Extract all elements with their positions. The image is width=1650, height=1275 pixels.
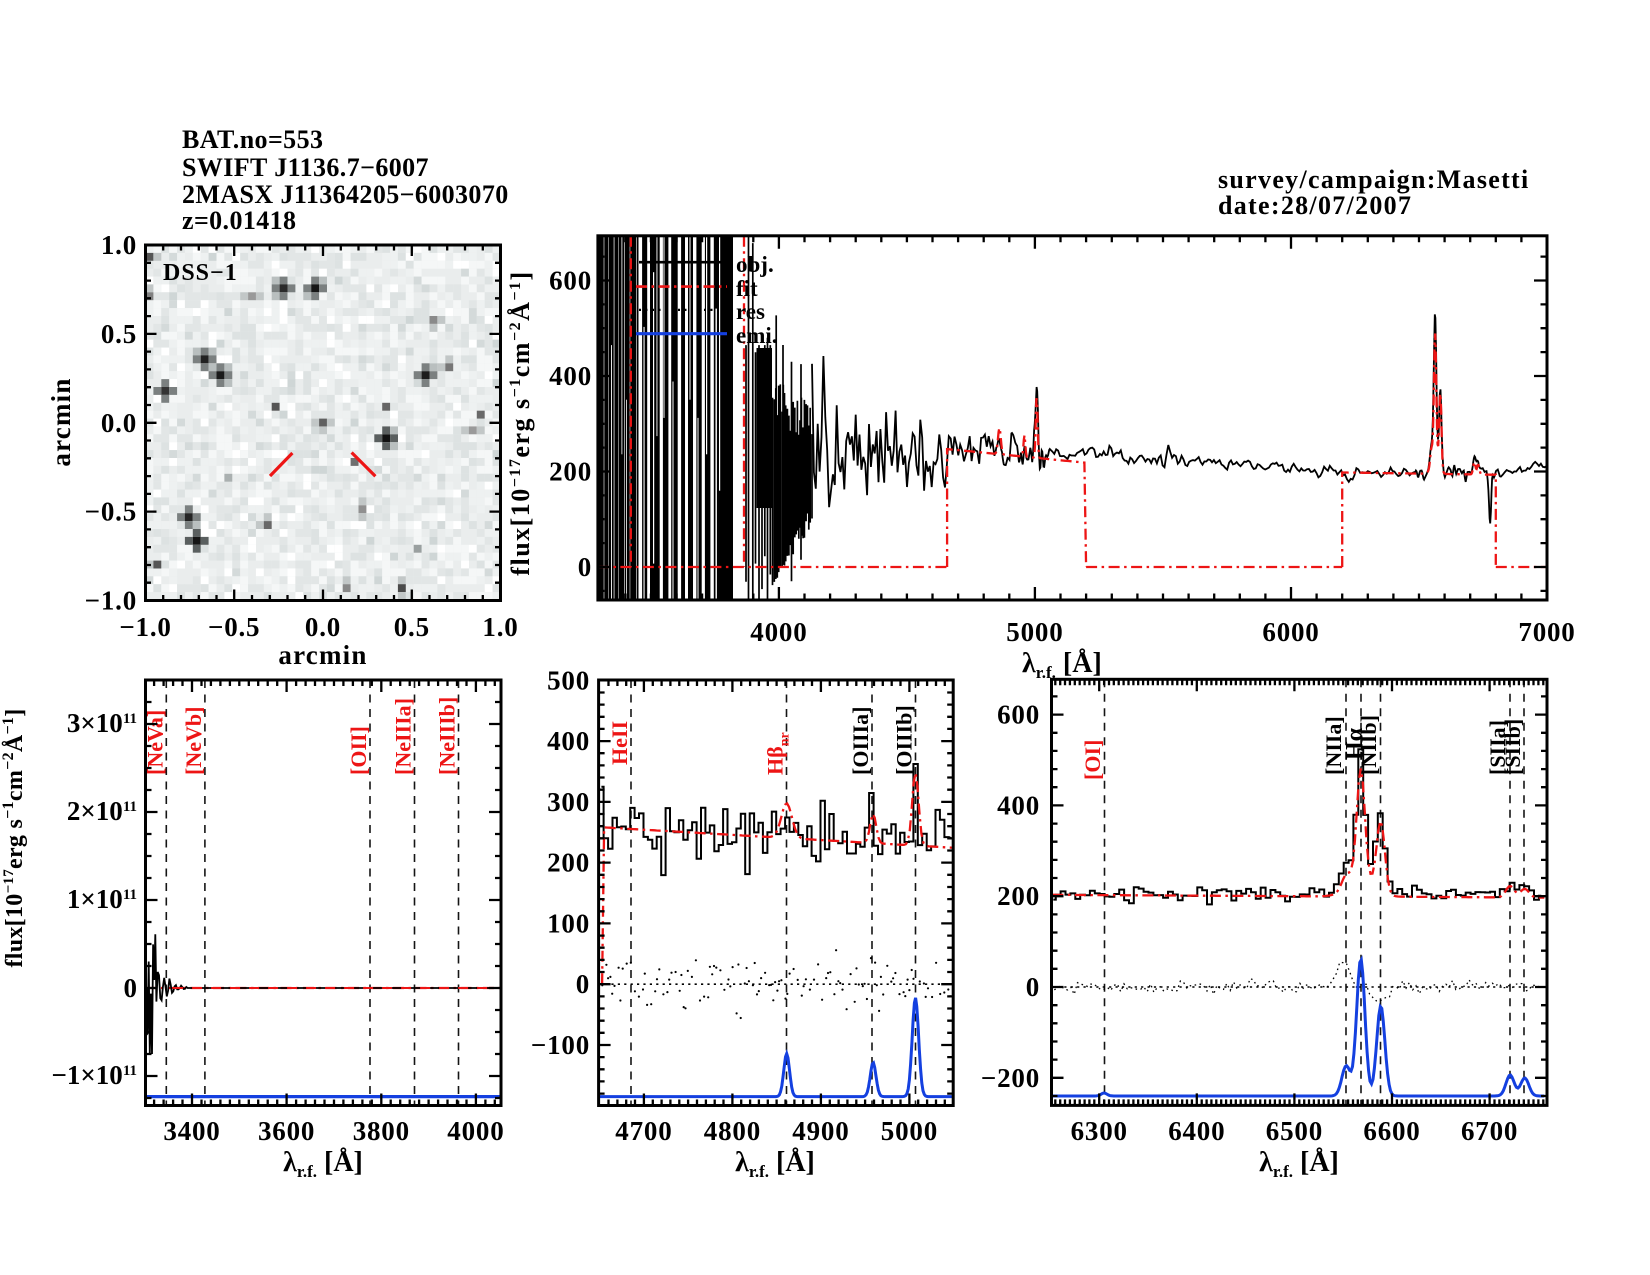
svg-text:[OIIIb]: [OIIIb]: [892, 705, 917, 775]
svg-text:400: 400: [547, 726, 590, 756]
svg-text:−1.0: −1.0: [119, 612, 171, 642]
svg-text:BAT.no=553: BAT.no=553: [182, 125, 323, 154]
svg-text:−0.5: −0.5: [208, 612, 260, 642]
svg-text:−1×1011: −1×1011: [52, 1060, 137, 1090]
svg-text:200: 200: [549, 457, 592, 487]
svg-text:0.5: 0.5: [101, 319, 137, 349]
svg-text:fit: fit: [736, 276, 758, 301]
svg-text:[OII]: [OII]: [346, 726, 371, 775]
svg-text:[NeIIIb]: [NeIIIb]: [435, 697, 460, 775]
svg-text:λr.f. [Å]: λr.f. [Å]: [1259, 1147, 1339, 1181]
svg-text:[SIIb]: [SIIb]: [1500, 719, 1525, 775]
svg-text:6300: 6300: [1071, 1116, 1128, 1146]
svg-text:−0.5: −0.5: [85, 497, 137, 527]
svg-text:600: 600: [549, 266, 592, 296]
svg-text:HeII: HeII: [607, 721, 632, 765]
svg-text:[OIIIa]: [OIIIa]: [848, 707, 873, 775]
svg-text:λr.f. [Å]: λr.f. [Å]: [1022, 648, 1102, 682]
svg-text:0: 0: [576, 969, 590, 999]
svg-text:2MASX J11364205−6003070: 2MASX J11364205−6003070: [182, 180, 509, 209]
svg-text:4000: 4000: [447, 1116, 504, 1146]
svg-text:1.0: 1.0: [482, 612, 518, 642]
svg-text:Hβnr: Hβnr: [763, 732, 793, 775]
svg-text:res: res: [736, 299, 765, 324]
svg-text:6000: 6000: [1262, 617, 1319, 647]
svg-text:[SIIa]: [SIIa]: [1485, 720, 1510, 775]
svg-text:7000: 7000: [1518, 617, 1575, 647]
svg-text:[OI]: [OI]: [1080, 740, 1105, 780]
svg-text:DSS−1: DSS−1: [163, 260, 238, 286]
svg-text:[NeVb]: [NeVb]: [181, 707, 206, 775]
svg-text:4700: 4700: [615, 1116, 672, 1146]
svg-text:2×1011: 2×1011: [67, 796, 137, 826]
svg-text:−100: −100: [531, 1030, 590, 1060]
svg-text:1.0: 1.0: [101, 230, 137, 260]
svg-text:300: 300: [547, 787, 590, 817]
svg-text:5000: 5000: [881, 1116, 938, 1146]
svg-text:4000: 4000: [750, 617, 807, 647]
svg-text:3×1011: 3×1011: [67, 708, 137, 738]
svg-text:flux[10−17erg s−1cm−2Å−1]: flux[10−17erg s−1cm−2Å−1]: [0, 708, 28, 967]
svg-text:6400: 6400: [1168, 1116, 1225, 1146]
svg-text:arcmin: arcmin: [46, 377, 76, 466]
svg-text:400: 400: [549, 361, 592, 391]
svg-text:−200: −200: [981, 1063, 1040, 1093]
svg-text:100: 100: [547, 908, 590, 938]
svg-text:3400: 3400: [163, 1116, 220, 1146]
svg-text:6700: 6700: [1461, 1116, 1518, 1146]
svg-text:arcmin: arcmin: [278, 640, 367, 670]
svg-text:flux[10−17erg s−1cm−2Å−1]: flux[10−17erg s−1cm−2Å−1]: [506, 270, 535, 575]
svg-text:0: 0: [1026, 972, 1040, 1002]
svg-text:emi.: emi.: [736, 323, 778, 348]
svg-text:0.0: 0.0: [101, 408, 137, 438]
svg-text:500: 500: [547, 665, 590, 695]
svg-text:3800: 3800: [353, 1116, 410, 1146]
svg-text:1×1011: 1×1011: [67, 884, 137, 914]
svg-text:[NIIa]: [NIIa]: [1321, 716, 1346, 775]
svg-text:λr.f. [Å]: λr.f. [Å]: [735, 1147, 815, 1181]
svg-text:0: 0: [578, 552, 592, 582]
svg-text:4900: 4900: [792, 1116, 849, 1146]
svg-text:200: 200: [997, 881, 1040, 911]
svg-text:[NeIIIa]: [NeIIIa]: [391, 698, 416, 775]
svg-text:0.5: 0.5: [394, 612, 430, 642]
svg-text:0.0: 0.0: [305, 612, 341, 642]
svg-text:obj.: obj.: [736, 252, 774, 277]
svg-text:400: 400: [997, 790, 1040, 820]
svg-text:3600: 3600: [258, 1116, 315, 1146]
svg-text:5000: 5000: [1006, 617, 1063, 647]
svg-text:λr.f. [Å]: λr.f. [Å]: [283, 1147, 363, 1181]
svg-text:SWIFT J1136.7−6007: SWIFT J1136.7−6007: [182, 153, 429, 182]
svg-text:date:28/07/2007: date:28/07/2007: [1218, 191, 1412, 220]
svg-text:6600: 6600: [1363, 1116, 1420, 1146]
svg-text:600: 600: [997, 700, 1040, 730]
svg-text:6500: 6500: [1266, 1116, 1323, 1146]
svg-text:−1.0: −1.0: [85, 586, 137, 616]
svg-text:4800: 4800: [704, 1116, 761, 1146]
svg-text:0: 0: [124, 973, 138, 1003]
svg-text:survey/campaign:Masetti: survey/campaign:Masetti: [1218, 165, 1530, 194]
svg-text:[NIIb]: [NIIb]: [1356, 715, 1381, 775]
svg-text:z=0.01418: z=0.01418: [182, 206, 296, 235]
svg-text:200: 200: [547, 848, 590, 878]
